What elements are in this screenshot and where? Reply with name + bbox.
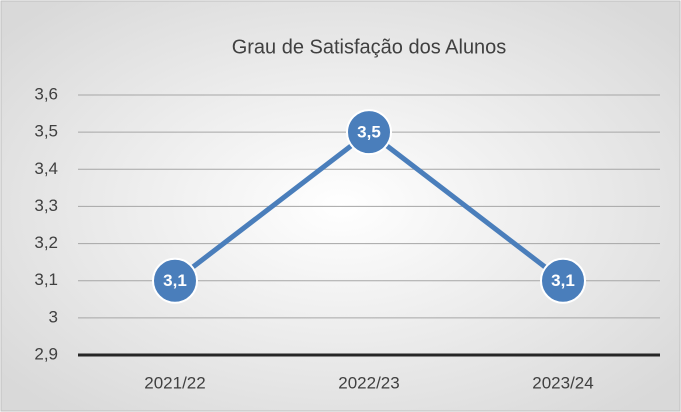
marker — [540, 257, 586, 304]
y-tick-label: 3,3 — [34, 196, 58, 215]
y-tick-label: 3,4 — [34, 159, 58, 178]
data-label: 3,1 — [163, 271, 187, 290]
y-tick-label: 3,2 — [34, 233, 58, 252]
x-tick-label: 2022/23 — [338, 373, 399, 392]
y-tick-label: 3,5 — [34, 122, 58, 141]
data-label: 3,5 — [357, 123, 381, 142]
x-tick-label: 2023/24 — [532, 373, 593, 392]
y-tick-label: 3,1 — [34, 270, 58, 289]
data-label: 3,1 — [551, 271, 575, 290]
x-tick-label: 2021/22 — [144, 373, 205, 392]
y-tick-label: 2,9 — [34, 344, 58, 363]
marker — [346, 109, 392, 156]
chart-title: Grau de Satisfação dos Alunos — [232, 36, 507, 58]
y-tick-label: 3 — [49, 307, 58, 326]
marker — [152, 257, 198, 304]
y-tick-label: 3,6 — [34, 84, 58, 103]
